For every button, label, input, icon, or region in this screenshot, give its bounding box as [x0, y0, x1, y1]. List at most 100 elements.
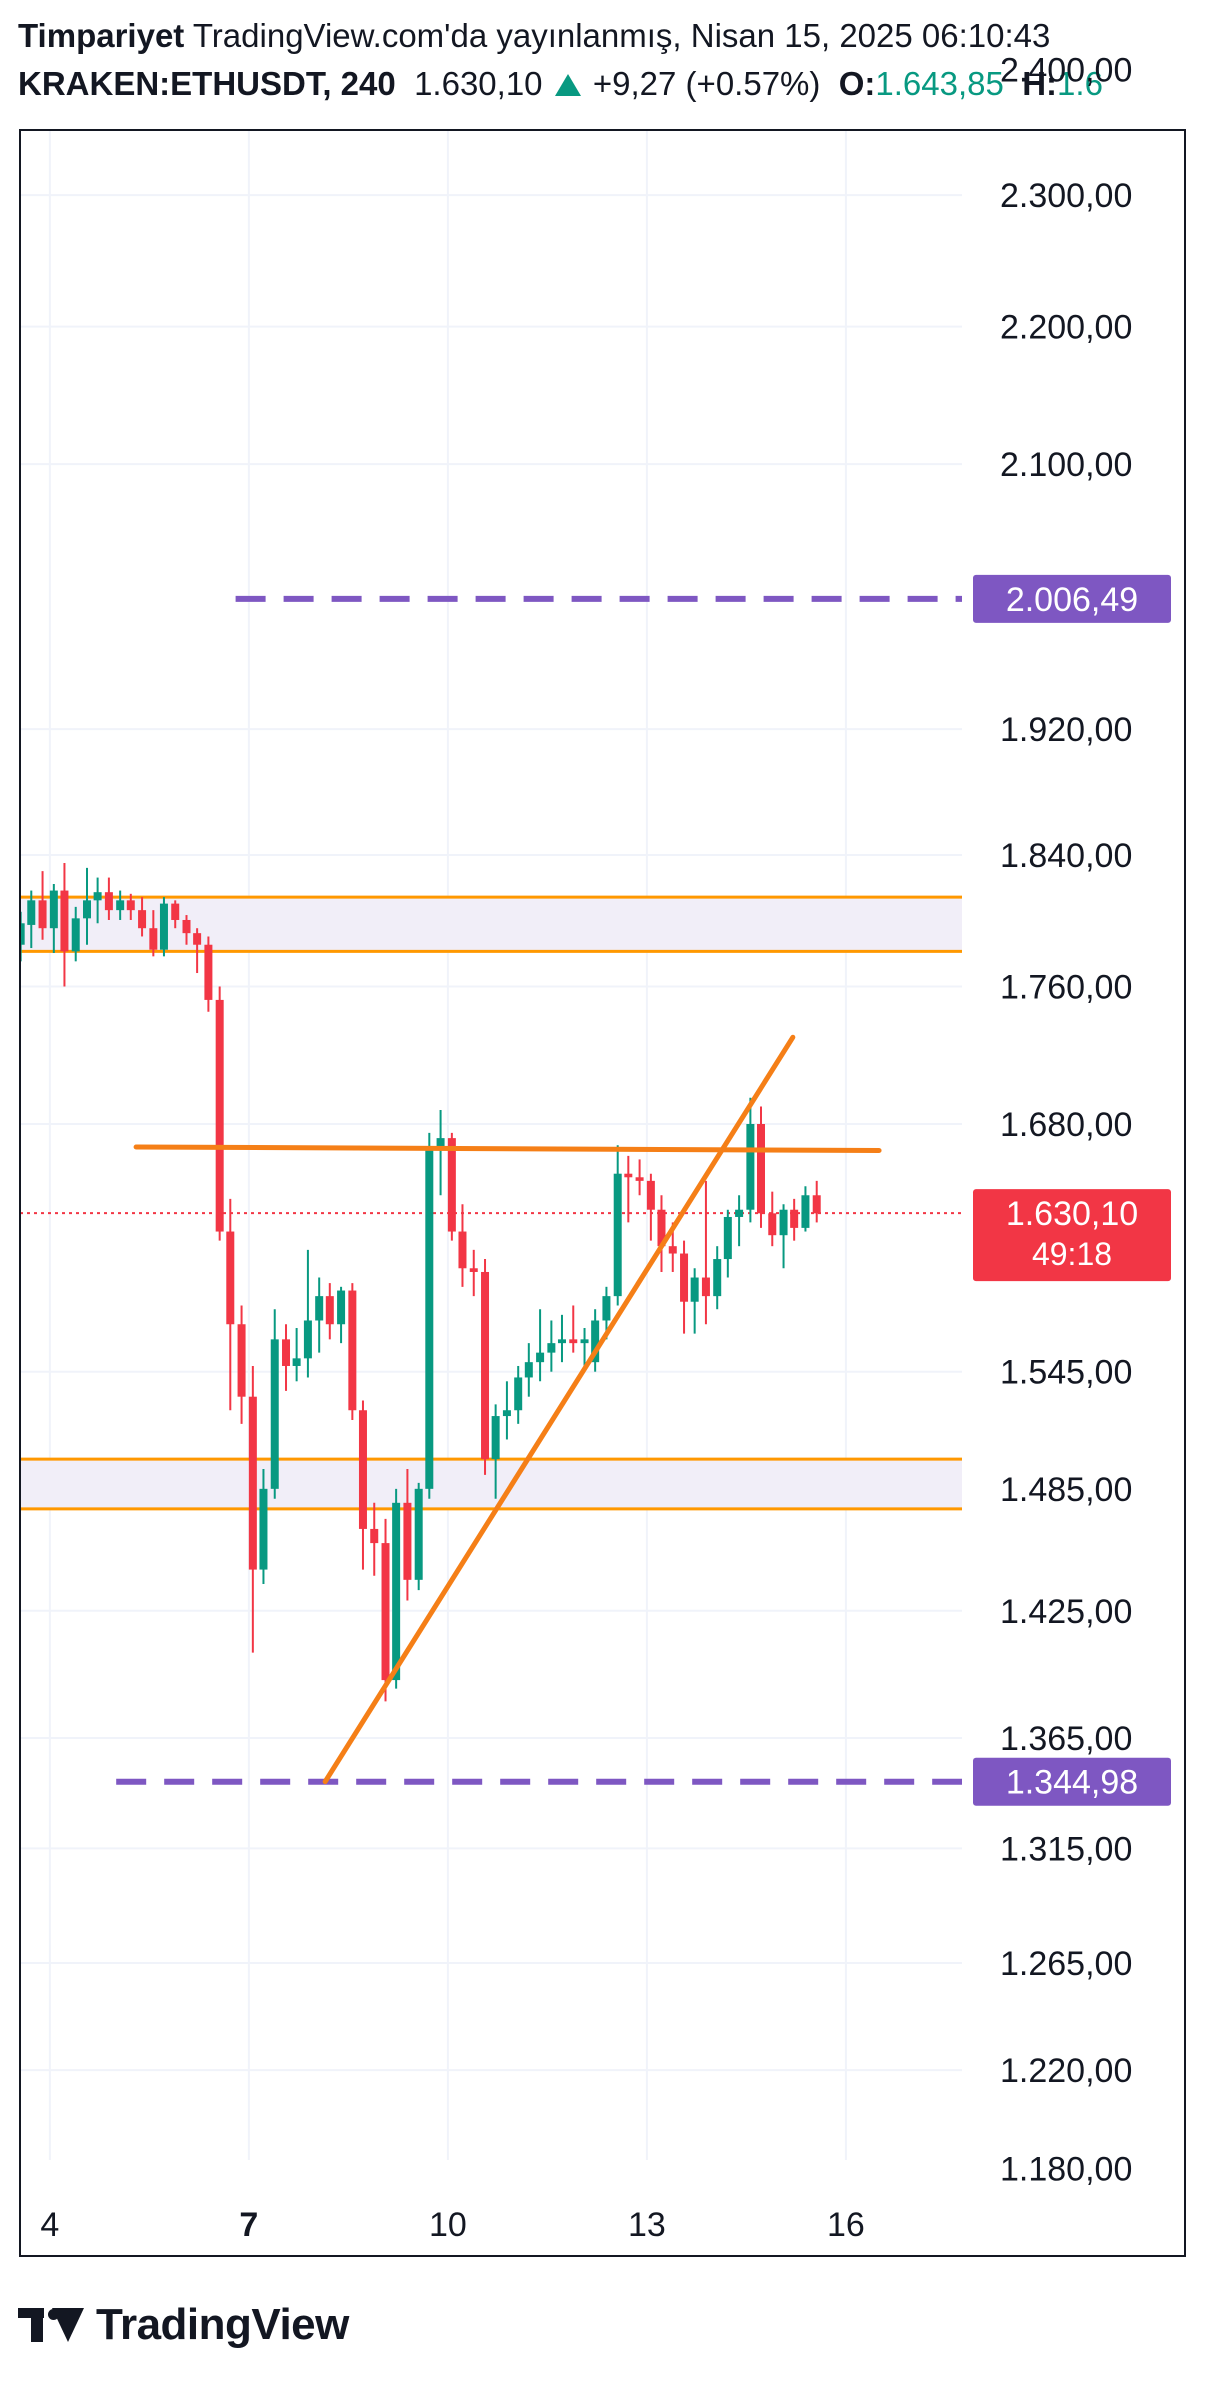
candle-body [580, 1339, 589, 1344]
chart-header: Timpariyet TradingView.com'da yayınlanmı… [18, 14, 1212, 126]
candle-body [436, 1138, 445, 1151]
y-axis-tick-label: 2.100,00 [1000, 446, 1132, 484]
candle-body [171, 903, 180, 920]
target-price-badge [973, 1757, 1171, 1806]
high-label: H: [1022, 65, 1058, 102]
x-axis-tick-label: 4 [40, 2206, 59, 2244]
candle [469, 1249, 478, 1297]
y-axis-tick-label: 2.200,00 [1000, 309, 1132, 347]
candle-body [414, 1488, 423, 1580]
candle [93, 877, 102, 924]
x-axis-tick-label: 16 [827, 2206, 865, 2244]
candle-body [270, 1339, 279, 1489]
candle-body [591, 1320, 600, 1363]
candle [337, 1286, 346, 1344]
candle [646, 1173, 655, 1241]
candle [126, 893, 135, 920]
candle-body [204, 944, 213, 1000]
candle-body [104, 892, 113, 911]
candle [104, 877, 113, 920]
candle [38, 871, 47, 940]
candle [237, 1305, 246, 1424]
candle-body [392, 1502, 401, 1681]
candle-body [502, 1410, 511, 1417]
candle [381, 1518, 390, 1702]
candle [680, 1240, 689, 1334]
candle-body [182, 919, 191, 934]
candle [713, 1246, 722, 1310]
last-price-badge [973, 1189, 1171, 1282]
open-label: O: [838, 65, 876, 102]
candle [159, 897, 168, 957]
candle [27, 890, 36, 949]
candle [547, 1320, 556, 1372]
candle [524, 1343, 533, 1397]
last-price-value: 1.630,10 [414, 65, 543, 102]
candle-body [358, 1410, 367, 1529]
candle [812, 1180, 821, 1223]
candle [801, 1186, 810, 1232]
candle [502, 1381, 511, 1440]
candle [591, 1309, 600, 1372]
candle-body [370, 1528, 379, 1544]
candle-body [315, 1296, 324, 1321]
candle [215, 986, 224, 1241]
candle [204, 936, 213, 1012]
candle-body [193, 933, 202, 945]
candle-body [735, 1209, 744, 1217]
y-axis-tick-label: 1.920,00 [1000, 711, 1132, 749]
y-axis-tick-label: 2.300,00 [1000, 177, 1132, 215]
candle [458, 1204, 467, 1287]
y-axis-tick-label: 1.365,00 [1000, 1720, 1132, 1758]
author-name[interactable]: Timpariyet [18, 17, 185, 54]
candle-body [83, 900, 92, 919]
candle-body [138, 910, 147, 929]
candle [325, 1283, 334, 1340]
candle [657, 1195, 666, 1272]
candle-body [60, 890, 69, 952]
candle [259, 1468, 268, 1584]
change-value: +9,27 (+0.57%) [592, 65, 821, 102]
candle-body [690, 1277, 699, 1302]
candle-body [248, 1396, 257, 1570]
candle [193, 928, 202, 974]
candle [491, 1404, 500, 1499]
candle-body [93, 892, 102, 901]
candle-body [38, 900, 47, 929]
tradingview-logo-icon [18, 2308, 84, 2342]
bar-countdown-label: 49:18 [1032, 1236, 1112, 1272]
candle-body [425, 1150, 434, 1489]
candle-body [646, 1180, 655, 1210]
candle [735, 1195, 744, 1247]
publish-line: Timpariyet TradingView.com'da yayınlanmı… [18, 14, 1212, 62]
candle [292, 1328, 301, 1382]
symbol-label[interactable]: KRAKEN:ETHUSDT, 240 [18, 65, 396, 102]
candle [370, 1502, 379, 1576]
candle [790, 1198, 799, 1241]
y-axis-tick-label: 2.400,00 [1000, 51, 1132, 89]
candle [71, 906, 80, 962]
candle [358, 1400, 367, 1570]
candle [49, 884, 58, 954]
candle-body [557, 1339, 566, 1344]
tradingview-logo[interactable]: TradingView [18, 2300, 349, 2350]
candle-body [237, 1324, 246, 1397]
candle-body [680, 1253, 689, 1302]
y-axis-tick-label: 1.265,00 [1000, 1945, 1132, 1983]
y-axis-tick-label: 1.485,00 [1000, 1471, 1132, 1509]
price-chart[interactable]: 2.400,00 2.300,00 2.200,00 2.100,00 1.920,00… [0, 0, 1212, 2290]
publish-info: TradingView.com'da yayınlanmış, Nisan 15… [192, 17, 1051, 54]
candle [557, 1314, 566, 1363]
candle [756, 1106, 765, 1228]
y-axis-tick-label: 1.760,00 [1000, 968, 1132, 1006]
candle [414, 1482, 423, 1591]
candle [613, 1145, 622, 1306]
candle-body [303, 1320, 312, 1359]
candle [226, 1198, 235, 1411]
symbol-line: KRAKEN:ETHUSDT, 240 1.630,10 +9,27 (+0.5… [18, 62, 1212, 110]
candle-body [491, 1416, 500, 1460]
candle-body [337, 1290, 346, 1325]
candle-body [447, 1138, 456, 1232]
candle [138, 897, 147, 937]
candle-body [756, 1124, 765, 1214]
